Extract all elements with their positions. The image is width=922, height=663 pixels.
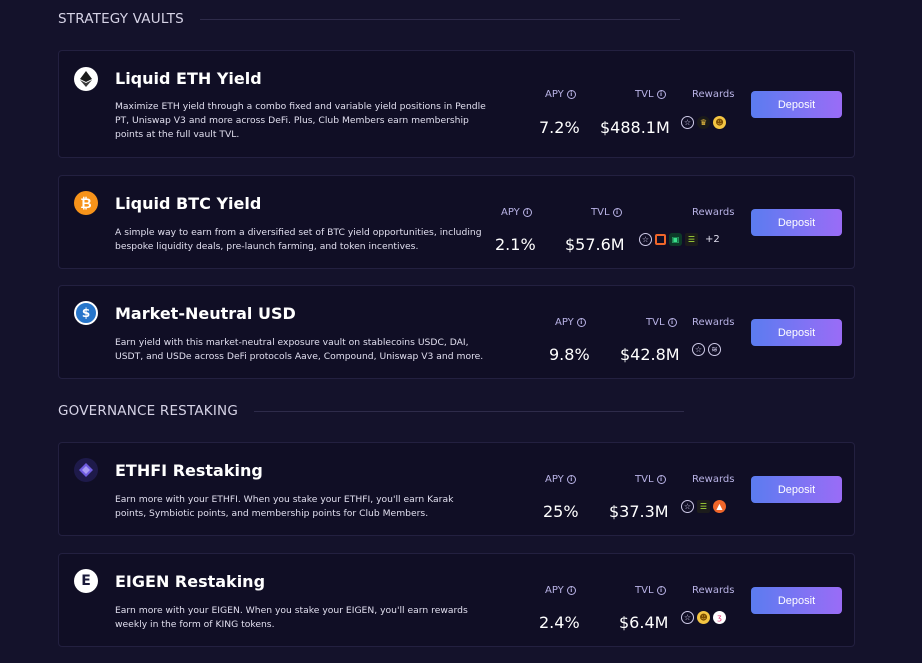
rewards-label: Rewards	[692, 207, 735, 218]
rewards-icons: ☆ ☻ ʒ	[681, 611, 726, 624]
star-icon: ☆	[681, 611, 694, 624]
info-icon: i	[656, 90, 666, 99]
vault-title: ETHFI Restaking	[115, 461, 263, 480]
rewards-icons: ☆ ♛ ☻	[681, 116, 726, 129]
info-icon: i	[612, 208, 622, 217]
apy-value: 2.4%	[539, 613, 580, 632]
tvl-value: $6.4M	[619, 613, 669, 632]
section-header-governance: GOVERNANCE RESTAKING	[58, 403, 684, 419]
star-icon: ☆	[681, 500, 694, 513]
info-icon: i	[667, 318, 677, 327]
eigen-icon: E	[74, 569, 98, 593]
deposit-button[interactable]: Deposit	[751, 587, 842, 614]
deposit-button[interactable]: Deposit	[751, 319, 842, 346]
green-squares-icon: ▣	[669, 233, 682, 246]
rewards-extra-count: +2	[705, 234, 720, 245]
vault-title: EIGEN Restaking	[115, 572, 266, 591]
apy-label: APY i	[545, 474, 576, 485]
ethereum-icon	[74, 67, 98, 91]
apy-label: APY i	[545, 585, 576, 596]
orange-frame-icon	[655, 234, 666, 245]
vault-description: Earn more with your EIGEN. When you stak…	[115, 605, 468, 630]
info-icon: i	[656, 586, 666, 595]
divider	[253, 410, 684, 412]
apy-label: APY i	[555, 317, 586, 328]
section-title: STRATEGY VAULTS	[58, 11, 184, 27]
tvl-value: $42.8M	[620, 345, 680, 364]
vault-card-eigen-restaking: E EIGEN Restaking Earn more with your EI…	[58, 553, 855, 647]
apy-value: 2.1%	[495, 235, 536, 254]
info-icon: i	[566, 586, 576, 595]
layers-icon: ≋	[708, 343, 721, 356]
apy-value: 25%	[543, 502, 579, 521]
usdc-icon: $	[74, 301, 98, 325]
crown-icon: ♛	[697, 116, 710, 129]
orange-arrow-icon: ▲	[713, 500, 726, 513]
gold-token-icon: ☻	[697, 611, 710, 624]
deposit-button[interactable]: Deposit	[751, 209, 842, 236]
gold-token-icon: ☻	[713, 116, 726, 129]
tvl-label: TVL i	[635, 474, 666, 485]
tvl-value: $37.3M	[609, 502, 669, 521]
star-icon: ☆	[639, 233, 652, 246]
tvl-value: $57.6M	[565, 235, 625, 254]
info-icon: i	[576, 318, 586, 327]
tvl-label: TVL i	[591, 207, 622, 218]
vault-card-liquid-eth: Liquid ETH Yield Maximize ETH yield thro…	[58, 50, 855, 158]
vault-description: Earn yield with this market-neutral expo…	[115, 337, 484, 362]
rewards-icons: ☆ ☰ ▲	[681, 500, 726, 513]
tvl-label: TVL i	[635, 89, 666, 100]
info-icon: i	[522, 208, 532, 217]
deposit-button[interactable]: Deposit	[751, 476, 842, 503]
vault-card-liquid-btc: ₿ Liquid BTC Yield A simple way to earn …	[58, 175, 855, 269]
rewards-icons: ☆ ≋	[692, 343, 721, 356]
ethfi-icon	[74, 458, 98, 482]
divider	[199, 18, 680, 20]
rewards-label: Rewards	[692, 89, 735, 100]
rewards-label: Rewards	[692, 585, 735, 596]
vault-title: Liquid ETH Yield	[115, 69, 262, 88]
rewards-icons: ☆ ▣ ☰ +2	[639, 233, 720, 246]
star-icon: ☆	[681, 116, 694, 129]
vault-title: Liquid BTC Yield	[115, 194, 262, 213]
tvl-value: $488.1M	[600, 118, 670, 137]
star-icon: ☆	[692, 343, 705, 356]
apy-value: 9.8%	[549, 345, 590, 364]
info-icon: i	[566, 475, 576, 484]
tvl-label: TVL i	[635, 585, 666, 596]
section-title: GOVERNANCE RESTAKING	[58, 403, 238, 419]
apy-label: APY i	[545, 89, 576, 100]
bitcoin-icon: ₿	[74, 191, 98, 215]
pink-swirl-icon: ʒ	[713, 611, 726, 624]
section-header-strategy: STRATEGY VAULTS	[58, 11, 680, 27]
deposit-button[interactable]: Deposit	[751, 91, 842, 118]
rewards-label: Rewards	[692, 474, 735, 485]
info-icon: i	[566, 90, 576, 99]
vault-description: Earn more with your ETHFI. When you stak…	[115, 494, 454, 519]
apy-value: 7.2%	[539, 118, 580, 137]
vault-card-ethfi-restaking: ETHFI Restaking Earn more with your ETHF…	[58, 442, 855, 536]
rewards-label: Rewards	[692, 317, 735, 328]
vault-title: Market-Neutral USD	[115, 304, 296, 323]
green-stack-icon: ☰	[685, 233, 698, 246]
tvl-label: TVL i	[646, 317, 677, 328]
vault-description: Maximize ETH yield through a combo fixed…	[115, 101, 486, 140]
green-stack-icon: ☰	[697, 500, 710, 513]
apy-label: APY i	[501, 207, 532, 218]
vault-description: A simple way to earn from a diversified …	[115, 227, 482, 252]
info-icon: i	[656, 475, 666, 484]
vault-card-market-neutral-usd: $ Market-Neutral USD Earn yield with thi…	[58, 285, 855, 379]
